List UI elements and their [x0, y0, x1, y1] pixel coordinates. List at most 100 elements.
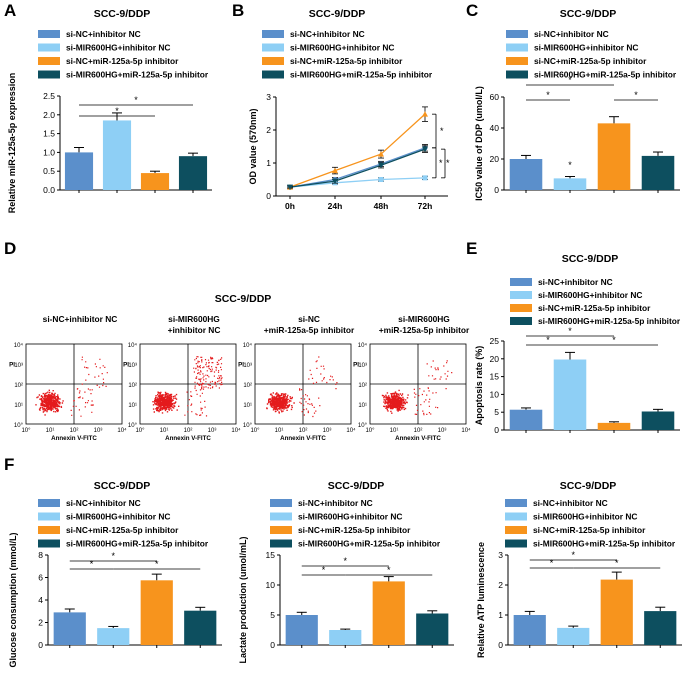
flow-tick-label: 10⁴: [117, 427, 127, 434]
series-line: [289, 177, 426, 188]
flow-tick-label: 10°: [135, 428, 145, 434]
flow-tick-label: 10²: [358, 383, 367, 389]
panel-letter-E: E: [466, 239, 477, 258]
legend-entry: si-NC+miR-125a-5p inhibitor: [66, 56, 179, 66]
legend-entry: si-NC+inhibitor NC: [298, 498, 373, 508]
legend: si-NC+inhibitor NC si-MIR600HG+inhibitor …: [505, 498, 676, 549]
significance-star: *: [546, 335, 550, 345]
flow-x-label: Annexin V-FITC: [280, 435, 326, 442]
legend-swatch: [38, 70, 60, 79]
y-axis-label: IC50 value of DDP (umol/L): [474, 86, 484, 201]
legend-entry: si-NC+inhibitor NC: [66, 29, 141, 39]
y-tick-label: 0: [266, 191, 271, 201]
series-line: [289, 148, 426, 188]
flow-tick-label: 10³: [438, 428, 447, 434]
flow-tick-label: 10°: [365, 428, 375, 434]
significance-star: *: [134, 95, 138, 105]
significance-star: *: [343, 556, 347, 566]
significance-star: *: [568, 75, 572, 85]
panel-letter-D: D: [4, 239, 16, 258]
y-tick-label: 3: [498, 550, 503, 560]
flow-plot: si-NC+miR-125a-5p inhibitor 10°10° 10¹ 10¹ 1…: [238, 314, 356, 442]
y-tick-label: 2: [498, 580, 503, 590]
legend-entry: si-NC+miR-125a-5p inhibitor: [534, 56, 647, 66]
bar: [641, 155, 675, 190]
flow-tick-label: 10²: [299, 428, 308, 434]
chart-title: SCC-9/DDP: [94, 480, 151, 492]
y-tick-label: 15: [266, 550, 276, 560]
legend: si-NC+inhibitor NC si-MIR600HG+inhibitor …: [506, 29, 677, 80]
y-tick-label: 10: [490, 389, 500, 399]
x-tick-label: 24h: [328, 201, 343, 211]
legend-swatch: [38, 512, 60, 521]
bar-chart-E: SCC-9/DDP 0 5 10 15 20 25 Apoptosis rate (%) * * *: [474, 253, 680, 435]
y-tick-label: 1: [266, 158, 271, 168]
flow-tick-label: 10³: [358, 363, 367, 369]
y-tick-label: 6: [38, 573, 43, 583]
legend-swatch: [38, 499, 60, 507]
flow-plot-title: si-MIR600HG: [398, 314, 450, 324]
legend-swatch: [38, 30, 60, 38]
flow-x-label: Annexin V-FITC: [51, 435, 97, 442]
data-point: [378, 151, 384, 157]
bar-chart-F2: SCC-9/DDP 0 5 10 15 Lactate production (umol/…: [238, 480, 454, 664]
legend-swatch: [38, 526, 60, 534]
chart-title: SCC-9/DDP: [328, 480, 385, 492]
significance-star: *: [440, 126, 444, 136]
flow-tick-label: 10⁴: [461, 427, 471, 434]
legend-entry: si-NC+inhibitor NC: [534, 29, 609, 39]
y-tick-label: 20: [490, 354, 500, 364]
legend-swatch: [510, 291, 532, 299]
bar: [372, 581, 405, 645]
flow-tick-label: 10²: [70, 428, 79, 434]
flow-tick-label: 10°: [128, 423, 138, 429]
flow-x-label: Annexin V-FITC: [165, 435, 211, 442]
legend-swatch: [505, 526, 527, 534]
bar: [513, 615, 546, 645]
legend-swatch: [510, 278, 532, 286]
bar: [644, 611, 677, 645]
flow-tick-label: 10³: [323, 428, 332, 434]
legend-entry: si-MIR600HG+miR-125a-5p inhibitor: [534, 70, 677, 80]
flow-tick-label: 10⁴: [14, 342, 24, 349]
y-tick-label: 60: [490, 92, 500, 102]
flow-y-label: PI: [238, 361, 244, 368]
legend-entry: si-MIR600HG+miR-125a-5p inhibitor: [298, 539, 441, 549]
flow-tick-label: 10¹: [243, 403, 252, 409]
flow-tick-label: 10³: [14, 363, 23, 369]
data-point: [332, 178, 338, 185]
flow-plot-title: +inhibitor NC: [168, 325, 221, 335]
legend-swatch: [506, 57, 528, 65]
bar: [53, 612, 86, 645]
bar: [641, 411, 675, 430]
bar: [509, 159, 543, 190]
bar: [178, 156, 208, 190]
panel-letter-B: B: [232, 1, 244, 20]
legend: si-NC+inhibitor NC si-MIR600HG+inhibitor …: [38, 29, 209, 80]
legend-swatch: [262, 57, 284, 65]
flow-plot-title: si-NC: [298, 314, 320, 324]
legend-entry: si-MIR600HG+inhibitor NC: [290, 43, 394, 53]
panel-letter-C: C: [466, 1, 478, 20]
y-axis-label: OD value (570nm): [248, 108, 258, 184]
y-axis-label: Relative ATP luminescence: [476, 542, 486, 658]
bar: [64, 152, 94, 190]
bar-chart-C: SCC-9/DDP 0 20 40 60 IC50 value of DDP (umol/…: [474, 8, 680, 201]
significance-star: *: [90, 559, 94, 569]
bar: [329, 630, 362, 645]
legend-entry: si-MIR600HG+inhibitor NC: [298, 512, 402, 522]
legend-entry: si-NC+miR-125a-5p inhibitor: [538, 303, 651, 313]
legend-swatch: [505, 499, 527, 507]
significance-star: *: [115, 106, 119, 116]
flow-tick-label: 10¹: [46, 428, 55, 434]
significance-star: *: [322, 565, 326, 575]
bar: [97, 628, 130, 645]
series-line: [289, 147, 426, 188]
series-line: [289, 113, 426, 188]
legend-swatch: [262, 70, 284, 79]
data-point: [287, 184, 293, 191]
flow-events: [35, 356, 108, 417]
data-point: [378, 177, 384, 182]
y-tick-label: 1.5: [43, 129, 55, 139]
legend-swatch: [510, 304, 532, 312]
